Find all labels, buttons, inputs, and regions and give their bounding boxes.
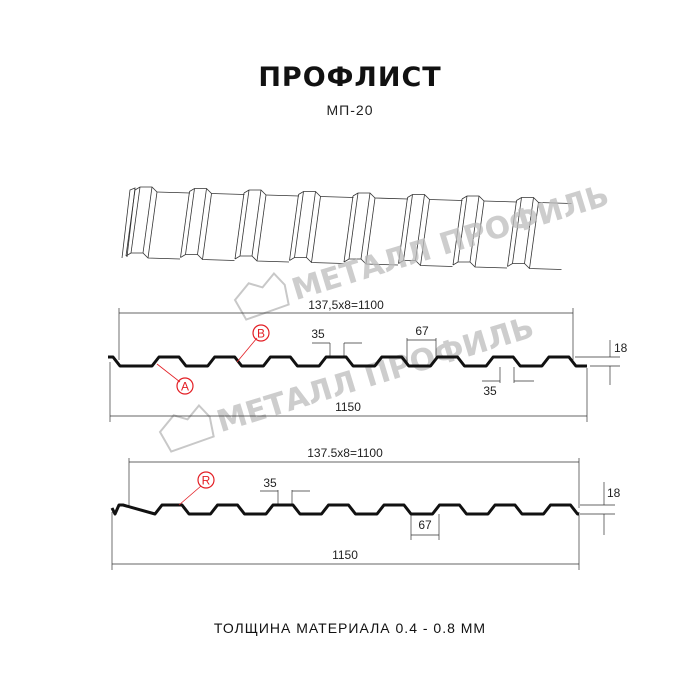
sheet-rib-line xyxy=(538,202,572,204)
sheet-rib-line xyxy=(234,255,290,263)
sheet-rib-line xyxy=(306,191,316,258)
sheet-rib-line xyxy=(125,189,136,257)
sheet-rib-line xyxy=(374,197,409,200)
sheet-rib-line xyxy=(289,194,299,261)
sheet-rib-line xyxy=(343,195,354,263)
sheet-rib-line xyxy=(251,189,262,257)
callout-a-label: A xyxy=(181,380,189,394)
sheet-rib-line xyxy=(452,198,463,266)
crest-dimension: 35 xyxy=(311,327,325,341)
watermark-2: МЕТАЛЛ ПРОФИЛЬ xyxy=(158,310,538,453)
sheet-rib-line xyxy=(243,189,267,196)
width-dimension: 1150 xyxy=(335,400,361,414)
sheet-rib-line xyxy=(289,257,344,264)
sheet-rib-line xyxy=(529,202,539,269)
pitch-dimension: 137,5x8=1100 xyxy=(308,298,384,312)
callout-r: R xyxy=(178,471,215,506)
watermark-text: МЕТАЛЛ ПРОФИЛЬ xyxy=(288,178,613,308)
sheet-rib-line xyxy=(398,197,408,264)
sheet-rib-line xyxy=(343,258,399,266)
valley-dimension: 35 xyxy=(483,384,497,398)
sheet-rib-line xyxy=(352,192,376,199)
sheet-rib-line xyxy=(420,199,430,266)
sheet-rib-line xyxy=(457,195,468,263)
callout-b-label: B xyxy=(257,327,265,341)
sheet-rib-line xyxy=(121,187,136,259)
sheet-rib-line xyxy=(365,197,376,265)
sheet-rib-line xyxy=(256,194,267,262)
height-dimension: 18 xyxy=(614,341,628,355)
sheet-rib-line xyxy=(407,194,430,200)
sheet-rib-line xyxy=(147,191,158,259)
sheet-rib-line xyxy=(180,191,190,258)
sheet-rib-line xyxy=(512,197,522,264)
sheet-rib-line xyxy=(202,193,212,260)
sheet-rib-line xyxy=(211,193,245,195)
callout-b: B xyxy=(236,324,270,363)
page-title: ПРОФЛИСТ xyxy=(258,62,442,93)
sheet-rib-line xyxy=(189,188,212,194)
sheet-rib-line xyxy=(239,189,250,257)
sheet-rib-line xyxy=(452,261,508,269)
sheet-rib-line xyxy=(429,199,463,201)
sheet-rib-line xyxy=(134,186,158,193)
sheet-3d-view xyxy=(121,186,572,270)
sheet-rib-line xyxy=(348,192,359,260)
sheet-rib-line xyxy=(197,188,207,255)
pitch-dimension: 137.5x8=1100 xyxy=(307,446,383,460)
sheet-rib-line xyxy=(265,194,300,197)
sheet-rib-line xyxy=(185,188,195,255)
sheet-rib-line xyxy=(180,254,235,261)
sheet-rib-line xyxy=(234,192,245,260)
sheet-rib-line xyxy=(311,196,321,263)
crest-dimension: 35 xyxy=(263,476,277,490)
sheet-rib-line xyxy=(294,191,304,258)
sheet-rib-line xyxy=(360,192,371,260)
sheet-rib-line xyxy=(469,195,480,263)
callout-a: A xyxy=(156,363,194,395)
sheet-rib-line xyxy=(125,252,181,260)
sheet-rib-line xyxy=(524,197,534,264)
sheet-rib-line xyxy=(298,191,321,197)
sheet-rib-line xyxy=(507,263,562,270)
sheet-rib-line xyxy=(142,186,153,254)
watermark-logo-icon xyxy=(233,271,290,321)
height-dimension: 18 xyxy=(607,486,621,500)
sheet-rib-line xyxy=(398,260,453,267)
sheet-rib-line xyxy=(474,200,485,268)
sheet-rib-line xyxy=(461,195,485,202)
profile-b-shape xyxy=(110,503,579,516)
profile-a: 137,5x8=1100 1150 35 67 35 18 xyxy=(109,298,628,422)
profile-model: МП-20 xyxy=(326,102,374,118)
sheet-rib-line xyxy=(415,194,425,261)
sheet-rib-line xyxy=(403,194,413,261)
sheet-rib-line xyxy=(320,196,354,198)
sheet-rib-line xyxy=(483,200,518,203)
sheet-rib-line xyxy=(516,197,539,203)
profile-b: 137.5x8=1100 1150 35 67 18 xyxy=(111,446,621,570)
sheet-rib-line xyxy=(156,191,191,194)
top-dimension: 67 xyxy=(415,324,429,338)
callout-r-label: R xyxy=(202,474,211,488)
material-thickness: ТОЛЩИНА МАТЕРИАЛА 0.4 - 0.8 ММ xyxy=(213,620,487,636)
width-dimension: 1150 xyxy=(332,548,358,562)
sheet-rib-line xyxy=(507,200,517,267)
watermark-logo-icon xyxy=(158,403,215,453)
bottom-dimension: 67 xyxy=(418,518,432,532)
sheet-rib-line xyxy=(130,186,141,254)
profile-a-shape xyxy=(108,355,587,368)
